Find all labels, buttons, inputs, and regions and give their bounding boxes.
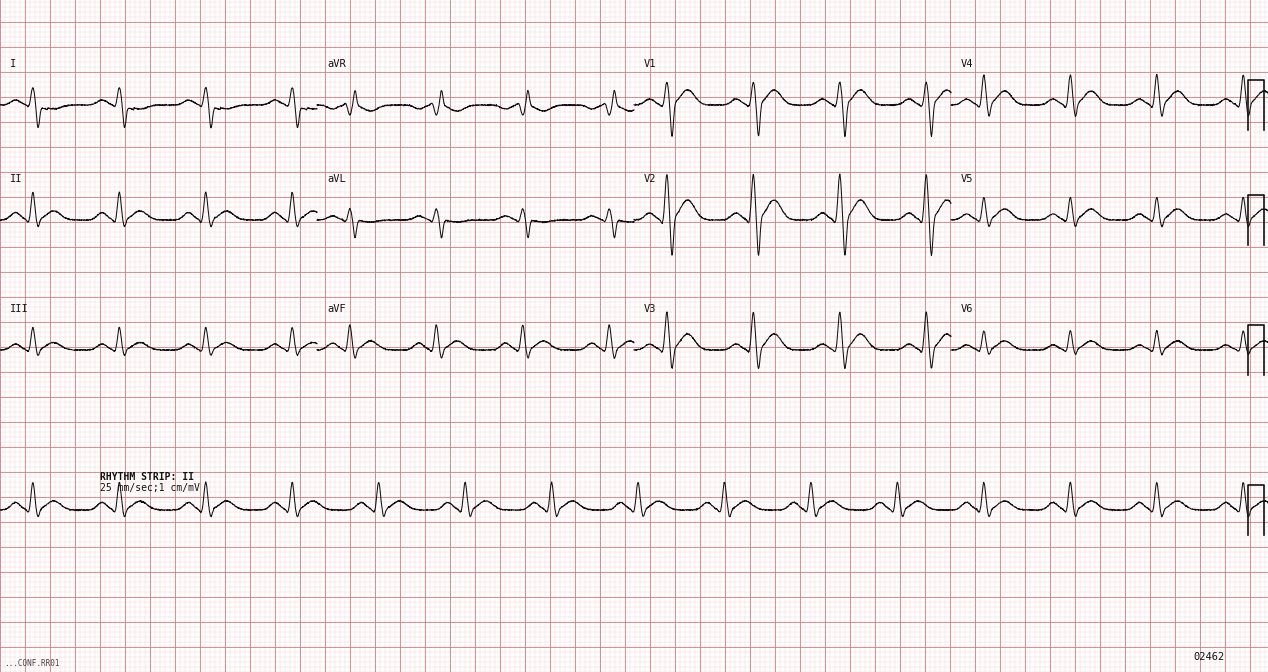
Text: V5: V5 (961, 174, 974, 184)
Text: V2: V2 (644, 174, 657, 184)
Text: 25 mm/sec;1 cm/mV: 25 mm/sec;1 cm/mV (100, 483, 200, 493)
Text: RHYTHM STRIP: II: RHYTHM STRIP: II (100, 472, 194, 482)
Text: V6: V6 (961, 304, 974, 314)
Text: II: II (10, 174, 23, 184)
Text: ...CONF.RR01: ...CONF.RR01 (4, 659, 60, 668)
Text: 02462: 02462 (1193, 652, 1224, 662)
Text: aVR: aVR (327, 59, 346, 69)
Text: aVF: aVF (327, 304, 346, 314)
Text: I: I (10, 59, 16, 69)
Text: V4: V4 (961, 59, 974, 69)
Text: V1: V1 (644, 59, 657, 69)
Text: aVL: aVL (327, 174, 346, 184)
Text: V3: V3 (644, 304, 657, 314)
Text: III: III (10, 304, 29, 314)
